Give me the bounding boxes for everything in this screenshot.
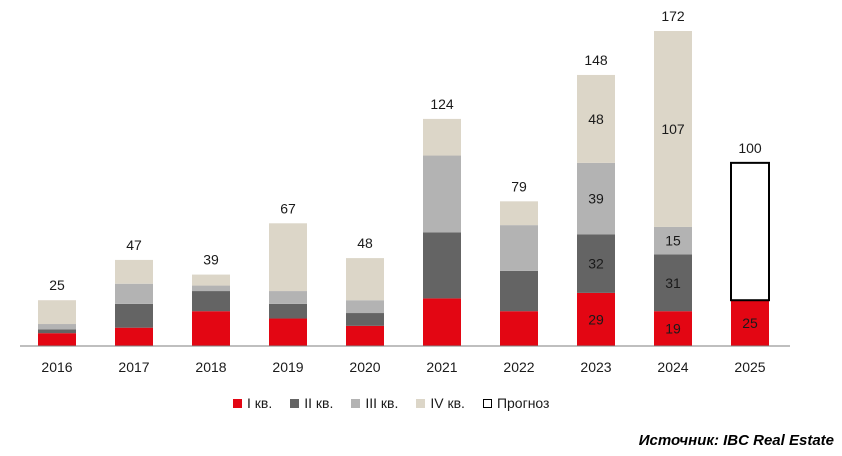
chart-legend: I кв. II кв. III кв. IV кв. Прогноз — [233, 393, 549, 413]
bar-q2-2020 — [346, 313, 384, 326]
bar-q1-2020 — [346, 325, 384, 346]
total-label-2023: 148 — [584, 52, 608, 68]
bar-q1-2022 — [500, 311, 538, 346]
legend-label-forecast: Прогноз — [496, 395, 550, 411]
legend-label-q1: I кв. — [247, 395, 273, 411]
segment-label-q2-2024: 31 — [665, 275, 681, 291]
bar-q1-2018 — [192, 311, 230, 346]
x-tick-label-2024: 2024 — [657, 359, 688, 375]
bar-q3-2022 — [500, 225, 538, 271]
total-label-2018: 39 — [203, 252, 219, 268]
bar-q3-2016 — [38, 324, 76, 330]
source-note: Источник: IBC Real Estate — [638, 432, 834, 449]
bar-q1-2016 — [38, 333, 76, 346]
legend-swatch-forecast — [482, 398, 492, 408]
bar-q2-2024 — [654, 254, 692, 312]
segment-label-q4-2023: 48 — [588, 111, 604, 127]
total-label-2016: 25 — [49, 277, 65, 293]
stacked-bar-chart: 25 2016 47 2017 39 2018 67 2019 48 2020 124 2021 79 2… — [20, 8, 790, 375]
bar-q4-2019 — [269, 223, 307, 292]
legend-swatch-q1 — [233, 398, 242, 408]
x-tick-label-2025: 2025 — [734, 359, 765, 375]
bar-q2-2023 — [577, 234, 615, 293]
x-tick-label-2020: 2020 — [349, 359, 380, 375]
total-label-2024: 172 — [661, 8, 685, 24]
bar-q4-2020 — [346, 258, 384, 301]
bar-q1-2017 — [115, 327, 153, 346]
legend-swatch-q4 — [416, 398, 426, 408]
legend-item-q4: IV кв. — [416, 395, 465, 411]
segment-label-q3-2024: 15 — [665, 233, 681, 249]
legend-label-q2: II кв. — [304, 395, 334, 411]
bar-q4-2023 — [577, 74, 615, 163]
legend-label-q3: III кв. — [365, 395, 399, 411]
x-tick-label-2022: 2022 — [503, 359, 534, 375]
x-tick-label-2017: 2017 — [118, 359, 149, 375]
legend-item-q3: III кв. — [351, 395, 398, 411]
bar-q2-2019 — [269, 303, 307, 319]
legend-swatch-q2 — [290, 398, 300, 408]
bar-q3-2023 — [577, 162, 615, 235]
bar-q1-2021 — [423, 298, 461, 346]
bar-q3-2019 — [269, 291, 307, 304]
total-label-2025: 100 — [738, 140, 762, 156]
bar-q4-2018 — [192, 274, 230, 286]
bar-q3-2017 — [115, 283, 153, 304]
total-label-2020: 48 — [357, 235, 373, 251]
segment-label-q2-2023: 32 — [588, 256, 604, 272]
bar-q3-2020 — [346, 300, 384, 314]
bar-q4-2021 — [423, 118, 461, 156]
segment-label-q1-2023: 29 — [588, 311, 604, 327]
segment-label-q3-2023: 39 — [588, 191, 604, 207]
legend-swatch-q3 — [351, 398, 361, 408]
bar-q3-2018 — [192, 285, 230, 292]
bar-q3-2024 — [654, 226, 692, 255]
bar-q2-2016 — [38, 329, 76, 334]
legend-item-q2: II кв. — [290, 395, 333, 411]
bar-forecast-2025 — [730, 161, 770, 302]
total-label-2019: 67 — [280, 200, 296, 216]
x-tick-label-2018: 2018 — [195, 359, 226, 375]
segment-label-q1-2025: 25 — [742, 315, 758, 331]
bar-q4-2024 — [654, 31, 692, 227]
bar-q1-2025 — [731, 300, 769, 346]
bar-q1-2019 — [269, 318, 307, 346]
bar-q4-2022 — [500, 201, 538, 226]
bar-q2-2018 — [192, 291, 230, 312]
bar-q2-2022 — [500, 270, 538, 312]
bar-q1-2024 — [654, 311, 692, 346]
bar-q4-2016 — [38, 300, 76, 325]
legend-label-q4: IV кв. — [430, 395, 465, 411]
total-label-2017: 47 — [126, 237, 142, 253]
segment-label-q1-2024: 19 — [665, 321, 681, 337]
total-label-2022: 79 — [511, 178, 527, 194]
bar-q2-2017 — [115, 303, 153, 328]
x-tick-label-2016: 2016 — [41, 359, 72, 375]
bar-q1-2023 — [577, 292, 615, 346]
legend-item-q1: I кв. — [233, 395, 272, 411]
segment-label-q4-2024: 107 — [661, 121, 685, 137]
x-tick-label-2023: 2023 — [580, 359, 611, 375]
bar-q2-2021 — [423, 232, 461, 299]
total-label-2021: 124 — [430, 96, 454, 112]
bar-q4-2017 — [115, 259, 153, 284]
x-tick-label-2019: 2019 — [272, 359, 303, 375]
x-tick-label-2021: 2021 — [426, 359, 457, 375]
bar-q3-2021 — [423, 155, 461, 233]
legend-item-forecast: Прогноз — [482, 395, 550, 411]
